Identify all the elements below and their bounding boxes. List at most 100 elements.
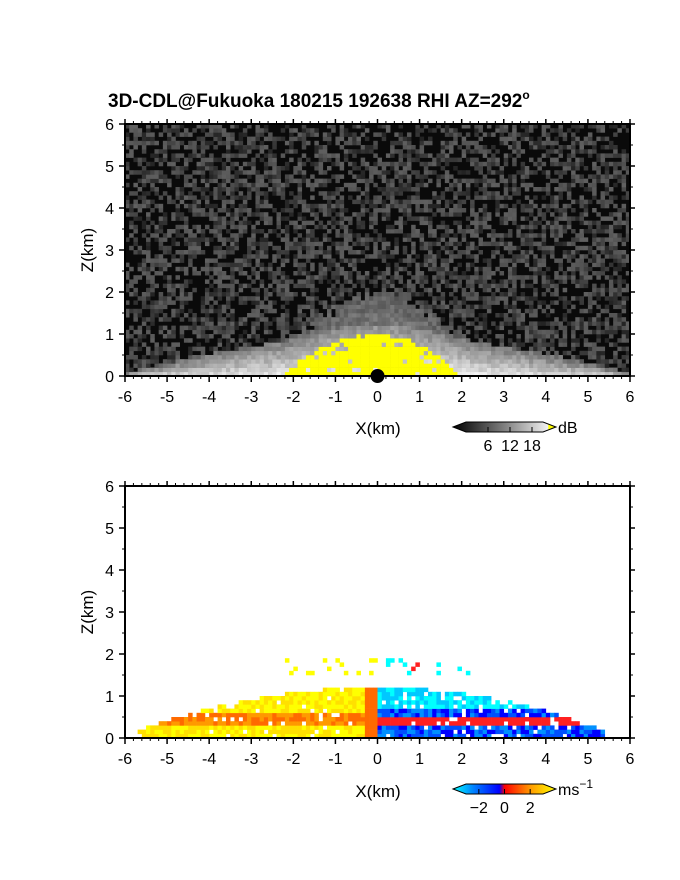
reflectivity-cell bbox=[373, 212, 378, 217]
reflectivity-cell bbox=[255, 275, 260, 280]
reflectivity-cell bbox=[141, 304, 147, 310]
reflectivity-cell bbox=[293, 241, 298, 247]
reflectivity-cell bbox=[255, 174, 260, 179]
reflectivity-cell bbox=[318, 208, 324, 213]
reflectivity-cell bbox=[520, 161, 526, 167]
reflectivity-cell bbox=[512, 308, 517, 314]
reflectivity-cell bbox=[272, 166, 277, 171]
reflectivity-cell bbox=[499, 174, 505, 179]
reflectivity-cell bbox=[339, 355, 345, 360]
reflectivity-cell bbox=[183, 216, 189, 221]
reflectivity-cell bbox=[133, 346, 138, 352]
reflectivity-cell bbox=[360, 317, 366, 322]
reflectivity-cell bbox=[474, 346, 479, 352]
reflectivity-cell bbox=[335, 262, 340, 268]
reflectivity-cell bbox=[465, 229, 471, 234]
reflectivity-cell bbox=[188, 254, 193, 259]
reflectivity-cell bbox=[579, 233, 585, 238]
reflectivity-cell bbox=[339, 245, 345, 251]
reflectivity-cell bbox=[272, 287, 277, 293]
reflectivity-cell bbox=[432, 296, 437, 301]
reflectivity-cell bbox=[533, 346, 538, 352]
reflectivity-cell bbox=[398, 359, 404, 364]
reflectivity-cell bbox=[301, 178, 307, 184]
reflectivity-cell bbox=[423, 363, 429, 368]
reflectivity-cell bbox=[183, 174, 189, 179]
reflectivity-cell bbox=[470, 229, 475, 234]
reflectivity-cell bbox=[545, 359, 551, 364]
reflectivity-cell bbox=[221, 178, 227, 184]
reflectivity-cell bbox=[562, 224, 568, 230]
reflectivity-cell bbox=[293, 245, 298, 251]
reflectivity-cell bbox=[587, 308, 593, 314]
reflectivity-cell bbox=[280, 237, 286, 242]
reflectivity-cell bbox=[314, 346, 319, 352]
velocity-cell bbox=[272, 704, 277, 709]
reflectivity-cell bbox=[402, 145, 408, 150]
reflectivity-cell bbox=[356, 275, 361, 280]
reflectivity-cell bbox=[465, 304, 471, 310]
reflectivity-cell bbox=[213, 132, 218, 137]
reflectivity-cell bbox=[537, 346, 542, 352]
reflectivity-cell bbox=[432, 128, 437, 133]
reflectivity-cell bbox=[339, 250, 345, 255]
reflectivity-cell bbox=[440, 237, 446, 242]
reflectivity-cell bbox=[364, 237, 370, 242]
reflectivity-cell bbox=[533, 195, 538, 200]
reflectivity-cell bbox=[470, 149, 475, 154]
reflectivity-cell bbox=[310, 203, 315, 209]
reflectivity-cell bbox=[411, 338, 416, 343]
reflectivity-cell bbox=[566, 308, 572, 314]
reflectivity-cell bbox=[423, 321, 429, 326]
reflectivity-cell bbox=[297, 250, 303, 255]
reflectivity-cell bbox=[263, 153, 269, 158]
reflectivity-cell bbox=[428, 342, 433, 347]
reflectivity-cell bbox=[608, 296, 614, 301]
reflectivity-cell bbox=[293, 136, 298, 142]
reflectivity-cell bbox=[175, 241, 181, 247]
reflectivity-cell bbox=[217, 359, 223, 364]
reflectivity-cell bbox=[356, 342, 361, 347]
reflectivity-cell bbox=[150, 187, 155, 192]
reflectivity-cell bbox=[369, 145, 374, 150]
reflectivity-cell bbox=[432, 258, 437, 263]
reflectivity-cell bbox=[503, 187, 509, 192]
reflectivity-cell bbox=[507, 233, 513, 238]
reflectivity-cell bbox=[192, 363, 197, 368]
velocity-cell bbox=[280, 729, 286, 735]
reflectivity-cell bbox=[461, 359, 467, 364]
reflectivity-cell bbox=[558, 187, 563, 192]
reflectivity-cell bbox=[562, 136, 568, 142]
reflectivity-cell bbox=[604, 317, 610, 322]
reflectivity-cell bbox=[360, 367, 366, 373]
reflectivity-cell bbox=[133, 203, 138, 209]
reflectivity-cell bbox=[196, 212, 202, 217]
reflectivity-cell bbox=[507, 359, 513, 364]
reflectivity-cell bbox=[575, 283, 580, 289]
reflectivity-cell bbox=[411, 317, 416, 322]
reflectivity-cell bbox=[348, 329, 353, 335]
reflectivity-cell bbox=[213, 346, 218, 352]
reflectivity-cell bbox=[625, 283, 631, 289]
reflectivity-cell bbox=[390, 304, 395, 310]
reflectivity-cell bbox=[230, 355, 235, 360]
velocity-cell bbox=[318, 708, 324, 714]
reflectivity-cell bbox=[428, 367, 433, 373]
reflectivity-cell bbox=[592, 271, 597, 276]
reflectivity-cell bbox=[183, 325, 189, 331]
reflectivity-cell bbox=[356, 166, 361, 171]
reflectivity-cell bbox=[550, 203, 555, 209]
reflectivity-cell bbox=[507, 275, 513, 280]
reflectivity-cell bbox=[571, 367, 576, 373]
reflectivity-cell bbox=[592, 346, 597, 352]
reflectivity-cell bbox=[213, 363, 218, 368]
reflectivity-cell bbox=[449, 140, 454, 146]
reflectivity-cell bbox=[263, 250, 269, 255]
reflectivity-cell bbox=[242, 317, 248, 322]
reflectivity-cell bbox=[613, 245, 618, 251]
reflectivity-cell bbox=[129, 153, 134, 158]
reflectivity-cell bbox=[461, 170, 467, 175]
reflectivity-cell bbox=[541, 321, 547, 326]
reflectivity-cell bbox=[276, 317, 282, 322]
reflectivity-cell bbox=[520, 313, 526, 318]
